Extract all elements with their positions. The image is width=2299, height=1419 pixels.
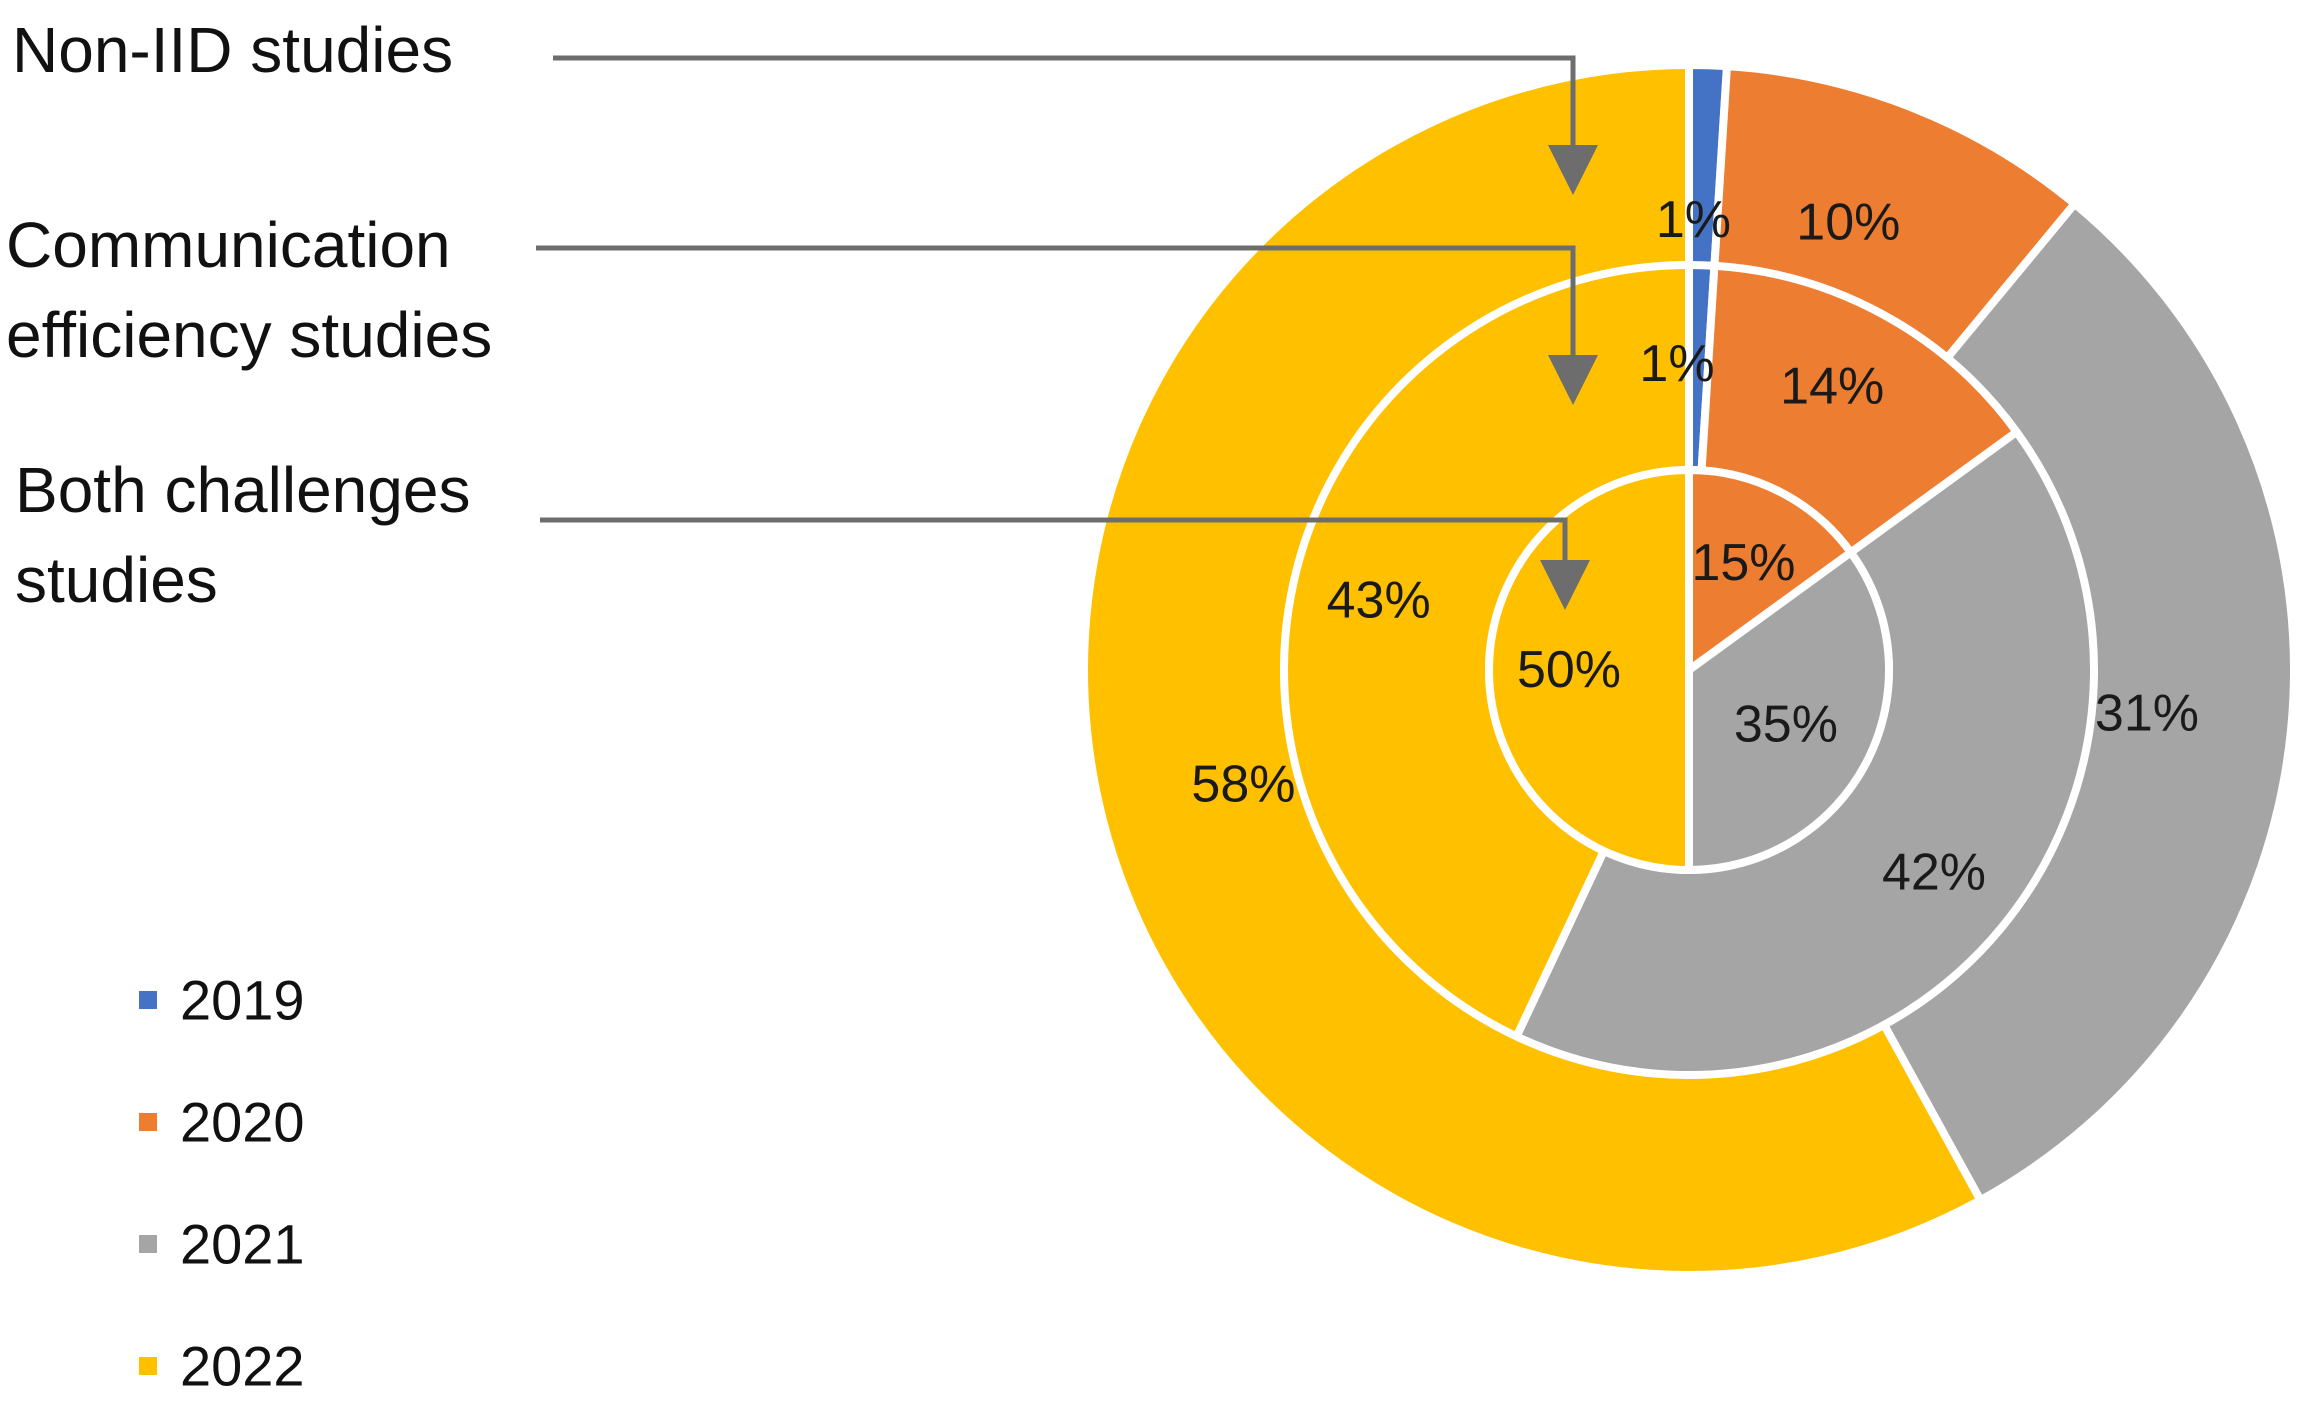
middle-label-2022: 43% [1327, 572, 1431, 630]
legend-swatch-2022 [139, 1357, 157, 1375]
callout-arrow-inner [540, 517, 1590, 610]
inner-label-2021: 35% [1734, 695, 1838, 753]
middle-label-2020: 14% [1780, 357, 1884, 415]
legend-swatch-2021 [139, 1235, 157, 1253]
inner-label-2020: 15% [1691, 534, 1795, 592]
middle-label-2019: 1% [1639, 335, 1714, 393]
segment-labels: 1% 10% 31% 58% 1% 14% 42% 43% 15% 35% 50% [1191, 191, 2199, 901]
middle-label-2021: 42% [1882, 844, 1986, 902]
outer-label-2021: 31% [2095, 684, 2199, 742]
callout-arrow-middle [536, 245, 1598, 405]
inner-ring-segment-2022 [1485, 466, 1693, 874]
legend-label-2021: 2021 [180, 1213, 305, 1276]
inner-ring-segment-2021 [1685, 548, 1893, 874]
legend-label-2019: 2019 [180, 969, 305, 1032]
outer-label-2022: 58% [1191, 755, 1295, 813]
outer-label-2019: 1% [1656, 191, 1731, 249]
legend-label-2022: 2022 [180, 1335, 305, 1398]
callout-text-outer-0: Non-IID studies [12, 14, 453, 86]
legend-swatch-2020 [139, 1113, 157, 1131]
inner-label-2022: 50% [1517, 641, 1621, 699]
donut-rings [1080, 61, 2298, 1279]
legend-swatch-2019 [139, 991, 157, 1009]
callout-text-middle-1: efficiency studies [6, 299, 492, 371]
callout-text-inner-1: studies [15, 544, 218, 616]
callout-text-middle-0: Communication [6, 209, 451, 281]
legend-label-2020: 2020 [180, 1091, 305, 1154]
outer-label-2020: 10% [1796, 193, 1900, 251]
legend: 2019 2020 2021 2022 [139, 969, 305, 1398]
callout-arrow-outer [553, 55, 1598, 195]
callout-text-inner-0: Both challenges [15, 454, 470, 526]
inner-ring-segment-2020 [1685, 466, 1855, 674]
series-callouts: Non-IID studies Communication efficiency s… [6, 14, 1598, 616]
